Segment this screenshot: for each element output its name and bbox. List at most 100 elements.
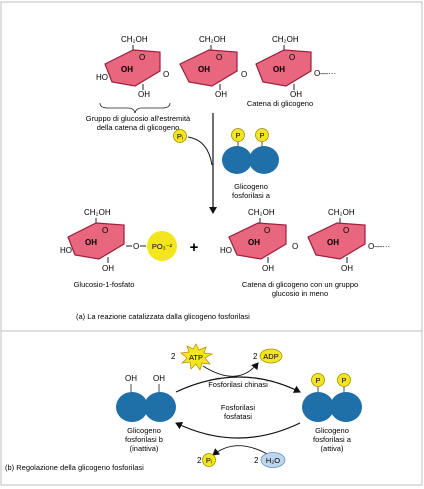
ring-oxygen: O xyxy=(216,53,222,62)
phosphate-label: P xyxy=(259,131,264,140)
phosphate-circle xyxy=(337,373,351,387)
label-chain-minus-2: glucosio in meno xyxy=(272,289,328,298)
enzyme-phosphorylase-b: OH OH xyxy=(116,374,176,422)
enzyme-subunit xyxy=(302,392,334,422)
water-count: 2 xyxy=(254,456,259,465)
left-label-1: Glicogeno xyxy=(127,426,161,435)
ring-oh: OH xyxy=(341,264,353,273)
ring-oh: OH xyxy=(198,65,210,74)
ring-ho: HO xyxy=(220,246,232,255)
ring-oxygen: O xyxy=(289,53,295,62)
ch2oh-label: CH₂OH xyxy=(199,35,226,44)
glycosidic-o: O xyxy=(133,242,139,251)
pi-circle xyxy=(202,453,216,467)
oh-label: OH xyxy=(153,374,165,383)
ring-ho: HO xyxy=(60,246,72,255)
ring-oxygen: O xyxy=(102,226,108,235)
phosphate-label: P xyxy=(315,376,320,385)
ring-oh: OH xyxy=(121,65,133,74)
ch2oh-label: CH₂OH xyxy=(121,35,148,44)
glucose-ring xyxy=(179,49,238,87)
ring-oxygen: O xyxy=(343,226,349,235)
glucose-ring xyxy=(228,222,287,260)
glucose-ring-top-1: CH₂OH O OH OH HO O xyxy=(96,35,169,99)
phosphate-circle xyxy=(231,128,245,142)
phosphatase-label-2: fosfatasi xyxy=(224,412,252,421)
enzyme-subunit xyxy=(249,146,279,174)
enzyme-subunit xyxy=(116,392,148,422)
left-label-2: fosforilasi b xyxy=(125,435,163,444)
pi-label: Pᵢ xyxy=(177,132,183,141)
chain-continues: O—··· xyxy=(314,69,336,78)
ring-oh: OH xyxy=(262,264,274,273)
ring-oh: OH xyxy=(290,90,302,99)
glucose-ring xyxy=(104,49,161,87)
enzyme-subunit xyxy=(222,146,252,174)
glucose-ring-top-2: CH₂OH O OH OH O xyxy=(179,35,247,99)
po3-label: PO₃⁻² xyxy=(152,242,173,251)
right-label-2: fosforilasi a xyxy=(313,435,352,444)
glucose-ring xyxy=(307,222,366,260)
enzyme-a-label-2: fosforilasi a xyxy=(232,191,271,200)
adp-label: ADP xyxy=(263,352,278,361)
phosphate-circle xyxy=(311,373,325,387)
ring-ho: HO xyxy=(96,73,108,82)
glucose-ring-top-3: CH₂OH O OH OH O—··· xyxy=(255,35,336,99)
phosphate-label: P xyxy=(341,376,346,385)
enzyme-subunit xyxy=(330,392,362,422)
ring-oh: OH xyxy=(102,264,114,273)
ring-oxygen: O xyxy=(264,226,270,235)
atp-label: ATP xyxy=(189,353,203,362)
ring-oh: OH xyxy=(138,90,150,99)
label-glycogen-chain: Catena di glicogeno xyxy=(247,99,313,108)
label-glucose-1-phosphate: Glucosio-1-fosfato xyxy=(74,280,135,289)
left-label-3: (inattiva) xyxy=(130,444,159,453)
kinase-arrow xyxy=(175,376,301,393)
caption-a: (a) La reazione catalizzata dalla glicog… xyxy=(76,312,250,321)
ring-oxygen: O xyxy=(139,53,145,62)
pi-label: Pᵢ xyxy=(206,456,212,465)
ring-oh: OH xyxy=(85,238,97,247)
label-glucose-end-1: Gruppo di glucosio all'estremità xyxy=(86,114,191,123)
ch2oh-label: CH₂OH xyxy=(248,208,275,217)
pi-circle xyxy=(173,129,187,143)
pi-count: 2 xyxy=(197,456,202,465)
atp-starburst xyxy=(180,343,214,371)
right-label-3: (attiva) xyxy=(321,444,344,453)
label-glucose-end-2: della catena di glicogeno xyxy=(97,123,180,132)
glycosidic-o: O xyxy=(292,242,298,251)
caption-b: (b) Regolazione della glicogeno fosforil… xyxy=(5,463,144,472)
ring-oh: OH xyxy=(273,65,285,74)
adp-ellipse xyxy=(259,348,283,364)
atp-count: 2 xyxy=(171,352,176,361)
glucose-ring xyxy=(255,49,312,87)
glucose-ring xyxy=(67,222,125,260)
ring-oh: OH xyxy=(327,238,339,247)
glycosidic-o: O xyxy=(163,70,169,79)
ring-oh: OH xyxy=(215,90,227,99)
glycosidic-o: O xyxy=(241,70,247,79)
ch2oh-label: CH₂OH xyxy=(84,208,111,217)
enzyme-subunit xyxy=(144,392,176,422)
ch2oh-label: CH₂OH xyxy=(272,35,299,44)
phosphate-circle xyxy=(255,128,269,142)
enzyme-phosphorylase-a: P P xyxy=(222,128,279,174)
adp-count: 2 xyxy=(253,352,258,361)
ring-oh: OH xyxy=(248,238,260,247)
enzyme-phosphorylase-a-active: P P xyxy=(302,373,362,422)
chain-continues: O—··· xyxy=(368,242,390,251)
plus-sign: + xyxy=(190,239,199,256)
phosphatase-arrow xyxy=(175,422,301,439)
oh-label: OH xyxy=(125,374,137,383)
panel-a: CH₂OH O OH OH HO O CH₂OH O OH OH O CH₂OH… xyxy=(60,35,390,321)
kinase-label: Fosforilasi chinasi xyxy=(208,380,268,389)
water-ellipse xyxy=(260,452,286,468)
glucose-1-phosphate: CH₂OH O OH HO OH O PO₃⁻² xyxy=(60,208,177,273)
panel-b: 2 ATP 2 ADP Fosforilasi chinasi Fosforil… xyxy=(5,343,362,472)
ch2oh-label: CH₂OH xyxy=(328,208,355,217)
glucose-ring-bottom-1: CH₂OH O OH HO OH O xyxy=(220,208,298,273)
phosphate-label: P xyxy=(235,131,240,140)
right-label-1: Glicogeno xyxy=(315,426,349,435)
